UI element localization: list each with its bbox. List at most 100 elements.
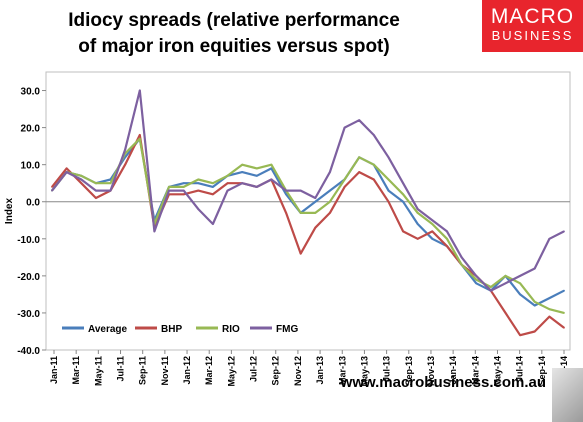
data-point-bhp [372, 178, 375, 181]
data-point-rio [182, 186, 185, 188]
data-point-fmg [65, 171, 68, 173]
data-point-bhp [533, 330, 536, 333]
legend-label-fmg: FMG [276, 324, 298, 335]
x-tick-label: May-12 [226, 356, 236, 387]
data-point-average [212, 186, 214, 188]
data-point-bhp [329, 211, 331, 214]
x-tick-label: May-14 [492, 356, 502, 387]
y-tick-label: 10.0 [21, 161, 41, 172]
y-tick-label: -10.0 [17, 235, 40, 246]
data-point-bhp [343, 186, 346, 188]
data-point-rio [109, 182, 112, 185]
logo-line-2: BUSINESS [491, 28, 574, 43]
data-point-bhp [138, 134, 141, 136]
data-point-rio [168, 186, 170, 188]
x-tick-label: Nov-11 [160, 356, 170, 386]
data-point-fmg [563, 230, 565, 233]
data-point-bhp [358, 171, 361, 173]
data-point-rio [241, 163, 244, 166]
data-point-rio [416, 211, 419, 214]
data-point-bhp [226, 182, 229, 185]
y-tick-label: 0.0 [26, 198, 40, 209]
data-point-bhp [197, 189, 200, 192]
data-point-bhp [387, 200, 390, 203]
data-point-average [270, 167, 273, 170]
data-point-fmg [212, 223, 214, 225]
data-point-bhp [285, 211, 287, 214]
data-point-average [402, 200, 404, 203]
data-point-fmg [504, 282, 507, 285]
x-tick-label: Mar-14 [470, 356, 480, 385]
data-point-rio [475, 278, 478, 281]
series-line-fmg [51, 89, 565, 292]
data-point-bhp [548, 315, 551, 318]
data-point-fmg [153, 230, 156, 233]
x-tick-label: Sep-12 [271, 356, 281, 386]
chart-title-line-2: of major iron equities versus spot) [78, 36, 390, 57]
footer-url: www.macrobusiness.com.au [340, 374, 546, 391]
data-point-fmg [255, 186, 258, 188]
x-tick-label: Jul-14 [515, 356, 525, 382]
data-point-rio [533, 300, 536, 303]
y-tick-label: 20.0 [21, 124, 41, 135]
data-point-rio [548, 308, 551, 311]
data-point-rio [299, 211, 302, 214]
data-point-average [475, 282, 478, 285]
data-point-average [285, 193, 287, 196]
data-point-bhp [504, 312, 507, 314]
data-point-bhp [299, 252, 302, 255]
data-point-rio [226, 174, 229, 177]
data-point-fmg [489, 289, 492, 292]
data-point-fmg [80, 178, 83, 181]
data-point-average [255, 174, 258, 177]
data-point-rio [372, 163, 375, 166]
data-point-fmg [182, 189, 185, 192]
data-point-bhp [51, 186, 53, 188]
data-point-rio [489, 286, 492, 288]
x-tick-label: Jan-12 [182, 356, 192, 385]
x-tick-label: May-13 [359, 356, 369, 387]
data-point-fmg [329, 171, 331, 173]
data-point-rio [212, 182, 214, 185]
data-point-fmg [343, 126, 346, 129]
data-point-fmg [372, 134, 375, 136]
data-point-average [416, 223, 419, 225]
x-tick-label: Mar-12 [204, 356, 214, 385]
series-line-bhp [51, 133, 565, 337]
x-tick-label: May-11 [93, 356, 103, 386]
data-point-rio [563, 312, 565, 314]
data-point-bhp [431, 230, 434, 233]
series-line-rio [51, 137, 565, 314]
data-point-bhp [124, 163, 127, 166]
data-point-fmg [314, 197, 317, 199]
data-point-fmg [285, 189, 287, 192]
data-point-rio [314, 211, 317, 214]
data-point-bhp [314, 226, 317, 229]
legend-label-average: Average [88, 324, 128, 335]
data-point-bhp [416, 237, 419, 240]
data-point-fmg [51, 189, 53, 192]
data-point-average [387, 189, 390, 192]
data-point-fmg [446, 230, 448, 233]
data-point-rio [329, 200, 331, 203]
y-tick-label: 30.0 [21, 87, 41, 98]
x-tick-label: Sep-13 [404, 356, 414, 386]
x-tick-label: Jan-11 [49, 356, 59, 384]
data-point-bhp [212, 193, 214, 196]
data-point-rio [343, 178, 346, 181]
data-point-average [519, 293, 522, 296]
data-point-fmg [299, 189, 302, 192]
wolf-mascot-image [552, 368, 583, 422]
data-point-fmg [475, 274, 478, 277]
data-point-fmg [519, 274, 522, 277]
data-point-average [533, 304, 536, 307]
data-point-rio [270, 163, 273, 166]
legend-label-bhp: BHP [161, 324, 182, 335]
y-tick-label: -40.0 [17, 346, 40, 357]
data-point-fmg [548, 237, 551, 240]
data-point-rio [358, 156, 361, 159]
x-tick-label: Jan-14 [448, 356, 458, 385]
data-point-average [431, 237, 434, 240]
data-point-rio [138, 137, 141, 140]
